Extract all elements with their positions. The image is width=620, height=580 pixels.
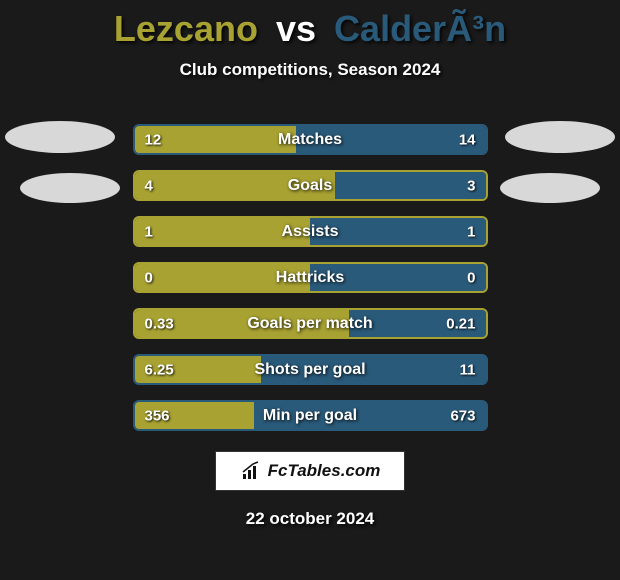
stat-row: 0 0 Hattricks <box>133 262 488 293</box>
stat-row: 12 14 Matches <box>133 124 488 155</box>
stat-value-left: 0 <box>145 269 153 286</box>
stat-label: Min per goal <box>263 407 357 425</box>
stat-value-right: 11 <box>460 361 476 378</box>
branding-badge: FcTables.com <box>215 451 405 491</box>
stat-value-left: 0.33 <box>145 315 174 332</box>
stat-value-right: 0 <box>467 269 475 286</box>
branding-text: FcTables.com <box>268 461 381 481</box>
player2-name: CalderÃ³n <box>334 8 506 49</box>
stat-label: Assists <box>282 223 339 241</box>
stat-label: Goals <box>288 177 332 195</box>
stat-value-left: 12 <box>145 131 162 148</box>
fctables-icon <box>240 460 262 482</box>
stat-value-right: 673 <box>450 407 475 424</box>
stat-row: 356 673 Min per goal <box>133 400 488 431</box>
player1-name: Lezcano <box>114 8 258 49</box>
stat-label: Matches <box>278 131 342 149</box>
subtitle: Club competitions, Season 2024 <box>0 60 620 80</box>
stat-label: Hattricks <box>276 269 344 287</box>
stat-value-left: 1 <box>145 223 153 240</box>
player1-club-placeholder <box>20 173 120 203</box>
vs-separator: vs <box>276 8 316 49</box>
stat-value-right: 1 <box>467 223 475 240</box>
stat-value-left: 6.25 <box>145 361 174 378</box>
player1-photo-placeholder <box>5 121 115 153</box>
comparison-title: Lezcano vs CalderÃ³n <box>0 0 620 50</box>
player2-photo-placeholder <box>505 121 615 153</box>
stat-value-left: 4 <box>145 177 153 194</box>
stat-row: 0.33 0.21 Goals per match <box>133 308 488 339</box>
stat-fill-right <box>335 172 486 199</box>
stat-value-right: 14 <box>459 131 476 148</box>
stat-row: 6.25 11 Shots per goal <box>133 354 488 385</box>
date-label: 22 october 2024 <box>0 509 620 529</box>
stat-row: 4 3 Goals <box>133 170 488 201</box>
player2-club-placeholder <box>500 173 600 203</box>
stat-value-left: 356 <box>145 407 170 424</box>
stat-value-right: 3 <box>467 177 475 194</box>
stat-row: 1 1 Assists <box>133 216 488 247</box>
stat-value-right: 0.21 <box>446 315 475 332</box>
stat-label: Shots per goal <box>254 361 365 379</box>
stat-rows-container: 1214Matches43Goals11Assists00Hattricks0.… <box>133 124 488 431</box>
stat-label: Goals per match <box>247 315 372 333</box>
